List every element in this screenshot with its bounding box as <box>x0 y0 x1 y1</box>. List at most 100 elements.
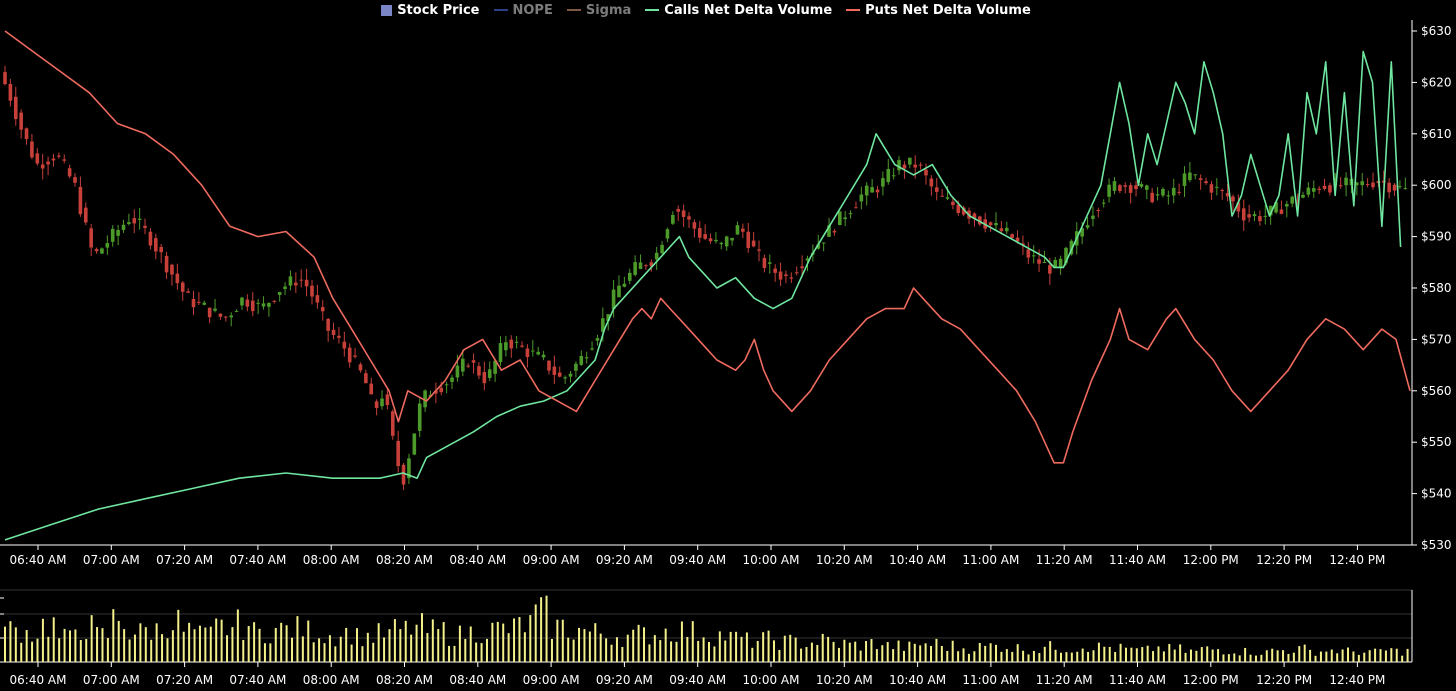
volume-bar <box>128 639 131 662</box>
candle-body <box>1144 185 1149 190</box>
volume-bar <box>209 626 212 662</box>
volume-bar <box>458 625 461 662</box>
volume-bar <box>621 646 624 662</box>
candle-body <box>611 289 616 310</box>
candle-body <box>1236 202 1241 212</box>
volume-bar <box>1319 651 1322 662</box>
legend-item-0[interactable]: Stock Price <box>381 3 480 18</box>
candle-body <box>1134 185 1138 190</box>
volume-bar <box>220 619 223 662</box>
candle-body <box>1123 185 1128 187</box>
volume-bar <box>1092 650 1095 662</box>
volume-bar <box>253 622 256 662</box>
legend-item-4[interactable]: Puts Net Delta Volume <box>846 3 1031 18</box>
candle-body <box>762 257 767 269</box>
volume-bar <box>1363 652 1366 662</box>
volume-bar <box>1011 651 1014 662</box>
volume-bar <box>1043 646 1046 662</box>
candle-body <box>627 272 632 281</box>
x-tick-label: 08:20 AM <box>376 553 433 567</box>
volume-bar <box>123 629 126 662</box>
candle-body <box>417 403 422 431</box>
volume-bar <box>339 636 342 662</box>
candle-body <box>487 369 492 378</box>
volume-bar <box>269 643 272 662</box>
volume-bar <box>112 609 115 662</box>
volume-bar <box>9 621 12 662</box>
volume-bar <box>1325 651 1328 662</box>
candle-body <box>644 265 648 267</box>
candle-body <box>1285 204 1289 207</box>
legend-item-1[interactable]: NOPE <box>493 3 553 18</box>
candle-body <box>800 266 804 269</box>
candle-body <box>1015 237 1020 242</box>
candle-body <box>708 238 713 242</box>
legend-item-3[interactable]: Calls Net Delta Volume <box>645 3 832 18</box>
volume-bar <box>296 616 299 662</box>
candle-body <box>466 365 470 367</box>
volume-bar <box>480 643 483 662</box>
volume-bar <box>962 648 965 662</box>
volume-bar <box>518 617 521 662</box>
volume-bar <box>1022 650 1025 662</box>
candle-body <box>606 314 611 321</box>
y-tick-label: $600 <box>1421 178 1452 192</box>
volume-bar <box>865 641 868 662</box>
volume-bar <box>946 650 949 662</box>
volume-bar <box>583 629 586 662</box>
candle-body <box>294 282 298 286</box>
volume-bar <box>772 640 775 662</box>
candle-body <box>1204 181 1208 184</box>
candle-body <box>956 204 961 213</box>
volume-bar <box>301 636 304 662</box>
x-tick-label: 10:20 AM <box>816 553 873 567</box>
candle-body <box>288 276 293 286</box>
volume-bar <box>989 643 992 662</box>
volume-bar <box>58 638 61 662</box>
volume-bar <box>496 621 499 662</box>
volume-bar <box>930 645 933 662</box>
candle-body <box>757 249 761 251</box>
volume-bar <box>1195 650 1198 662</box>
candle-body <box>78 186 83 215</box>
candle-body <box>617 285 621 298</box>
volume-bar <box>74 629 77 662</box>
volume-x-tick-label: 12:00 PM <box>1183 673 1239 687</box>
volume-bar <box>1222 654 1225 662</box>
candle-body <box>19 112 23 130</box>
volume-bar <box>995 644 998 662</box>
y-tick-label: $580 <box>1421 281 1452 295</box>
candle-body <box>681 210 686 217</box>
volume-bar <box>415 624 418 662</box>
x-tick-label: 06:40 AM <box>10 553 67 567</box>
volume-bar <box>637 624 640 662</box>
x-tick-label: 07:20 AM <box>156 553 213 567</box>
candle-body <box>1344 177 1348 186</box>
legend-item-2[interactable]: Sigma <box>566 3 631 18</box>
candle-body <box>89 228 93 248</box>
candle-body <box>277 292 282 295</box>
candle-body <box>267 303 271 307</box>
volume-bar <box>935 638 938 662</box>
volume-bar <box>323 643 326 662</box>
candle-body <box>229 315 234 318</box>
volume-bar <box>1065 652 1068 662</box>
volume-bar <box>1146 645 1149 662</box>
volume-bar <box>913 643 916 662</box>
volume-bar <box>1152 651 1155 662</box>
candle-body <box>622 283 627 287</box>
candle-body <box>1355 182 1359 186</box>
candle-body <box>315 295 320 303</box>
candle-body <box>1166 195 1171 197</box>
candle-body <box>304 279 309 287</box>
x-tick-label: 11:00 AM <box>962 553 1019 567</box>
volume-bar <box>951 640 954 662</box>
volume-bar <box>79 640 82 662</box>
legend-swatch <box>566 9 581 11</box>
candle-body <box>1338 185 1343 187</box>
volume-bar <box>1357 654 1360 662</box>
candle-body <box>3 72 7 85</box>
volume-bar <box>453 645 456 662</box>
volume-bar <box>1265 650 1268 662</box>
candle-body <box>1080 228 1084 237</box>
